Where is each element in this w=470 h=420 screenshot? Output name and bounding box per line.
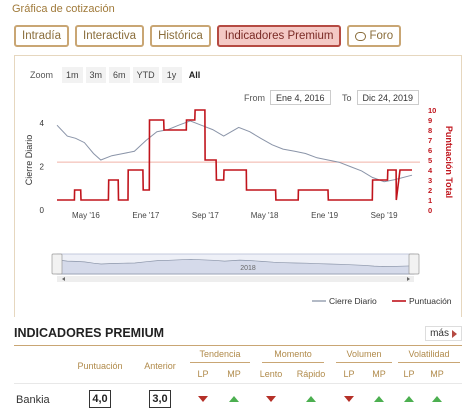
series-line-puntuacion	[57, 109, 412, 201]
range-to-input[interactable]: Dic 24, 2019	[356, 90, 420, 105]
x-axis-tick-label: Sep '19	[371, 211, 398, 220]
legend-label-puntuacion: Puntuación	[409, 296, 452, 306]
navigator-series-area	[56, 258, 415, 275]
zoom-all-button[interactable]: All	[184, 67, 205, 83]
right-axis-label: Puntuación Total	[444, 126, 454, 198]
tab-label: Interactiva	[83, 30, 137, 42]
col-group-volatilidad: Volatilidad	[408, 349, 450, 359]
right-axis-tick-label: 2	[428, 186, 432, 195]
col-group-volumen: Volumen	[346, 349, 382, 359]
zoom-label: Zoom	[30, 70, 54, 80]
zoom-ytd-button[interactable]: YTD	[132, 67, 159, 83]
premium-section-title: INDICADORES PREMIUM	[14, 326, 165, 340]
tab-intradia[interactable]: Intradía	[14, 25, 69, 47]
tab-historica[interactable]: Histórica	[150, 25, 211, 47]
triangle-down-icon	[198, 396, 208, 402]
col-sub-momento-rapido: Rápido	[296, 369, 326, 379]
legend-label-cierre-diario: Cierre Diario	[329, 296, 377, 306]
zoom-1y-button[interactable]: 1y	[161, 67, 182, 83]
navigator-handle-right	[408, 253, 420, 275]
x-axis-tick-label: May '18	[251, 211, 279, 220]
group-divider	[336, 362, 392, 363]
right-axis-tick-label: 6	[428, 146, 432, 155]
triangle-down-icon	[266, 396, 276, 402]
zoom-6m-button[interactable]: 6m	[109, 67, 130, 83]
more-button[interactable]: más	[425, 326, 462, 341]
tab-label: Foro	[369, 30, 394, 42]
right-axis-tick-label: 9	[428, 116, 432, 125]
tab-label: Histórica	[158, 30, 203, 42]
navigator-year-label: 2018	[240, 265, 256, 272]
series-line-cierre-diario	[56, 120, 413, 183]
col-sub-tendencia-lp: LP	[197, 369, 209, 379]
col-sub-volatilidad-mp: MP	[430, 369, 444, 379]
table-row-border	[14, 383, 462, 384]
right-axis-tick-label: 4	[428, 166, 433, 175]
x-axis-tick-label: Ene '17	[132, 211, 159, 220]
premium-section-header: INDICADORES PREMIUM más	[14, 326, 462, 344]
tab-interactiva[interactable]: Interactiva	[75, 25, 145, 47]
group-divider	[190, 362, 250, 363]
right-axis-tick-label: 7	[428, 136, 432, 145]
right-axis-tick-label: 0	[428, 206, 432, 215]
x-axis-tick-label: Sep '17	[192, 211, 219, 220]
x-axis-tick-label: May '16	[72, 211, 100, 220]
right-axis-tick-label: 5	[428, 156, 432, 165]
triangle-up-icon	[374, 396, 384, 402]
range-to: To Dic 24, 2019	[342, 90, 420, 105]
triangle-up-icon	[432, 396, 442, 402]
tab-foro[interactable]: Foro	[347, 25, 402, 47]
col-header-puntuacion: Puntuación	[77, 361, 123, 371]
triangle-up-icon	[404, 396, 414, 402]
chat-bubble-icon	[355, 31, 367, 41]
left-axis-tick-label: 4	[40, 119, 45, 128]
score-puntuacion: 4,0	[89, 390, 111, 408]
table-top-border	[14, 345, 462, 346]
zoom-1m-button[interactable]: 1m	[62, 67, 83, 83]
group-divider	[398, 362, 460, 363]
navigator-scrollbar	[57, 276, 414, 282]
left-axis-tick-label: 0	[40, 206, 45, 215]
tab-label: Indicadores Premium	[224, 30, 334, 42]
range-to-label: To	[342, 92, 352, 103]
range-from: From Ene 4, 2016	[244, 90, 331, 105]
right-axis-tick-label: 3	[428, 176, 432, 185]
zoom-3m-button[interactable]: 3m	[85, 67, 107, 83]
left-axis-tick-label: 2	[40, 163, 45, 172]
triangle-down-icon	[344, 396, 354, 402]
col-sub-tendencia-mp: MP	[227, 369, 241, 379]
more-label: más	[430, 328, 449, 339]
navigator-handle-left	[51, 253, 63, 275]
panel-title: Gráfica de cotización	[12, 3, 115, 15]
triangle-up-icon	[306, 396, 316, 402]
range-from-label: From	[244, 92, 265, 103]
arrow-right-icon	[452, 329, 457, 338]
chart-container	[14, 55, 462, 317]
scroll-right-arrow-icon	[407, 277, 410, 281]
right-axis-tick-label: 1	[428, 196, 432, 205]
col-group-tendencia: Tendencia	[199, 349, 241, 359]
right-axis-tick-label: 10	[428, 106, 436, 115]
chart-tabs: Intradía Interactiva Histórica Indicador…	[14, 25, 402, 47]
zoom-selector: Zoom 1m 3m 6m YTD 1y All	[30, 67, 205, 83]
tab-label: Intradía	[22, 30, 61, 42]
tab-indicadores-premium[interactable]: Indicadores Premium	[216, 25, 342, 47]
triangle-up-icon	[229, 396, 239, 402]
col-sub-volumen-lp: LP	[343, 369, 355, 379]
left-axis-label: Cierre Diario	[24, 135, 34, 186]
group-divider	[262, 362, 324, 363]
col-sub-volumen-mp: MP	[372, 369, 386, 379]
range-from-input[interactable]: Ene 4, 2016	[270, 90, 331, 105]
col-sub-momento-lento: Lento	[259, 369, 283, 379]
col-sub-volatilidad-lp: LP	[403, 369, 415, 379]
right-axis-tick-label: 8	[428, 126, 432, 135]
score-anterior: 3,0	[149, 390, 171, 408]
x-axis-tick-label: Ene '19	[311, 211, 338, 220]
col-header-anterior: Anterior	[144, 361, 176, 371]
scroll-left-arrow-icon	[62, 277, 65, 281]
col-group-momento: Momento	[274, 349, 312, 359]
row-name: Bankia	[16, 394, 50, 406]
